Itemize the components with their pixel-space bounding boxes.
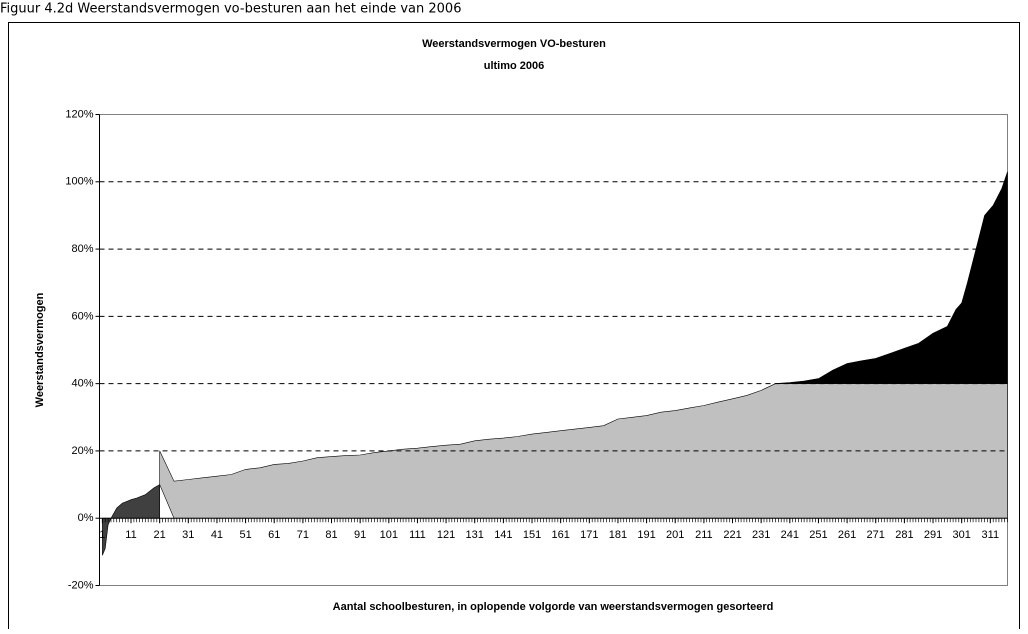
area bbox=[775, 171, 1008, 384]
x-tick-label: 61 bbox=[268, 529, 280, 541]
x-tick-label: 41 bbox=[211, 529, 223, 541]
x-tick-label: 1 bbox=[99, 529, 105, 541]
x-tick-label: 281 bbox=[895, 529, 913, 541]
x-tick-label: 121 bbox=[437, 529, 455, 541]
x-tick-label: 191 bbox=[637, 529, 655, 541]
chart-subtitle: ultimo 2006 bbox=[484, 60, 545, 72]
x-tick-label: 231 bbox=[752, 529, 770, 541]
chart-title: Weerstandsvermogen VO-besturen bbox=[422, 38, 606, 50]
y-tick-label: 80% bbox=[71, 243, 93, 255]
x-tick-label: 111 bbox=[409, 529, 426, 541]
x-tick-label: 291 bbox=[924, 529, 942, 541]
x-tick-label: 91 bbox=[354, 529, 366, 541]
x-tick-label: 131 bbox=[466, 529, 484, 541]
x-tick-label: 211 bbox=[695, 529, 713, 541]
x-tick-label: 81 bbox=[325, 529, 337, 541]
x-tick-label: 311 bbox=[982, 529, 1000, 541]
x-tick-label: 31 bbox=[182, 529, 194, 541]
y-tick-label: -20% bbox=[68, 579, 94, 591]
y-axis-label: Weerstandsvermogen bbox=[34, 292, 46, 407]
figure-caption: Figuur 4.2d Weerstandsvermogen vo-bestur… bbox=[0, 2, 461, 17]
x-tick-label: 171 bbox=[580, 529, 598, 541]
y-tick-label: 0% bbox=[78, 512, 94, 524]
x-tick-label: 141 bbox=[494, 529, 512, 541]
x-tick-label: 201 bbox=[666, 529, 684, 541]
y-tick-label: 40% bbox=[71, 378, 93, 390]
x-tick-label: 161 bbox=[551, 529, 569, 541]
x-tick-label: 181 bbox=[609, 529, 627, 541]
y-tick-label: 20% bbox=[71, 445, 93, 457]
x-tick-label: 11 bbox=[125, 529, 136, 541]
x-tick-label: 151 bbox=[523, 529, 541, 541]
x-axis-label: Aantal schoolbesturen, in oplopende volg… bbox=[333, 601, 774, 613]
x-tick-label: 21 bbox=[154, 529, 166, 541]
x-tick-label: 301 bbox=[952, 529, 970, 541]
y-tick-label: 60% bbox=[71, 310, 93, 322]
y-tick-label: 120% bbox=[65, 108, 93, 120]
y-tick-label: 100% bbox=[65, 176, 93, 188]
x-tick-label: 251 bbox=[809, 529, 827, 541]
x-tick-label: 51 bbox=[239, 529, 251, 541]
x-tick-label: 221 bbox=[723, 529, 741, 541]
x-tick-label: 241 bbox=[781, 529, 799, 541]
x-tick-label: 71 bbox=[297, 529, 309, 541]
x-tick-label: 101 bbox=[380, 529, 398, 541]
x-tick-label: 271 bbox=[867, 529, 885, 541]
x-tick-label: 261 bbox=[838, 529, 856, 541]
